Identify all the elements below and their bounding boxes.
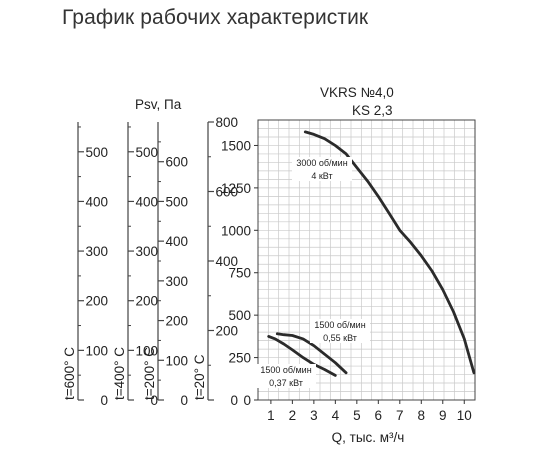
y-tick-label: 1250 [221, 181, 251, 196]
x-tick-label: 3 [310, 408, 318, 423]
annotation-speed: 1500 об/мин [260, 365, 311, 375]
temp-axis-tick-label: 200 [165, 314, 188, 329]
temp-axis-tick-label: 300 [135, 244, 158, 259]
annotation-power: 4 кВт [311, 171, 332, 181]
temp-axis-tick-label: 0 [150, 393, 158, 408]
temp-axis-tick-label: 200 [135, 294, 158, 309]
temp-axis-tick-label: 500 [135, 145, 158, 160]
temp-axis-label: t=200° C [142, 347, 157, 400]
y-tick-label: 1000 [221, 223, 251, 238]
y-tick-label: 500 [228, 308, 251, 323]
annotation-background [310, 319, 370, 343]
temp-axis-label: t=400° C [112, 347, 127, 400]
temp-axis-tick-label: 100 [165, 353, 188, 368]
x-tick-label: 2 [289, 408, 297, 423]
chart-title: VKRS №4,0 [320, 85, 394, 100]
annotation-power: 0,55 кВт [323, 333, 357, 343]
temp-axis-label: t=20° C [192, 354, 207, 400]
x-tick-label: 4 [332, 408, 340, 423]
temp-axis-tick-label: 100 [85, 343, 108, 358]
series-line-1 [303, 130, 476, 375]
series-line-3 [267, 335, 337, 377]
chart-subtitle: KS 2,3 [352, 103, 393, 118]
x-tick-label: 9 [439, 408, 447, 423]
temp-axis-tick-label: 0 [180, 393, 188, 408]
x-tick-label: 6 [375, 408, 383, 423]
temp-axis-tick-label: 500 [165, 194, 188, 209]
x-tick-label: 10 [457, 408, 472, 423]
x-tick-label: 7 [396, 408, 404, 423]
x-tick-label: 1 [267, 408, 275, 423]
temp-axis-tick-label: 300 [165, 274, 188, 289]
x-tick-label: 8 [418, 408, 426, 423]
temp-axis-tick-label: 200 [215, 324, 238, 339]
temp-axis-tick-label: 400 [165, 234, 188, 249]
temp-axis-tick-label: 400 [85, 194, 108, 209]
y-tick-label: 0 [243, 393, 251, 408]
annotation-background [256, 364, 316, 388]
y-tick-label: 250 [228, 351, 251, 366]
y-tick-label: 1500 [221, 138, 251, 153]
x-axis-label: Q, тыс. м³/ч [332, 430, 405, 445]
temp-axis-tick-label: 800 [215, 115, 238, 130]
temp-axis-tick-label: 300 [85, 244, 108, 259]
temp-axis-label: t=600° C [62, 347, 77, 400]
x-tick-label: 5 [353, 408, 361, 423]
temp-axis-tick-label: 0 [230, 393, 238, 408]
temp-axis-tick-label: 500 [85, 145, 108, 160]
annotation-power: 0,37 кВт [269, 378, 303, 388]
plot-frame [257, 119, 476, 401]
temp-axis-tick-label: 600 [215, 185, 238, 200]
plot-area [258, 120, 475, 400]
series-line-2 [275, 332, 348, 375]
y-axis-label: Psv, Па [135, 97, 182, 112]
annotation-speed: 3000 об/мин [296, 158, 347, 168]
annotation-background [292, 157, 352, 181]
temp-axis-tick-label: 100 [135, 343, 158, 358]
temp-axis-tick-label: 600 [165, 155, 188, 170]
temp-axis-tick-label: 200 [85, 294, 108, 309]
temp-axis-tick-label: 400 [135, 194, 158, 209]
temp-axis-tick-label: 0 [100, 393, 108, 408]
page-title: График рабочих характеристик [62, 6, 369, 29]
annotation-speed: 1500 об/мин [314, 320, 365, 330]
y-tick-label: 750 [228, 266, 251, 281]
temp-axis-tick-label: 400 [215, 254, 238, 269]
